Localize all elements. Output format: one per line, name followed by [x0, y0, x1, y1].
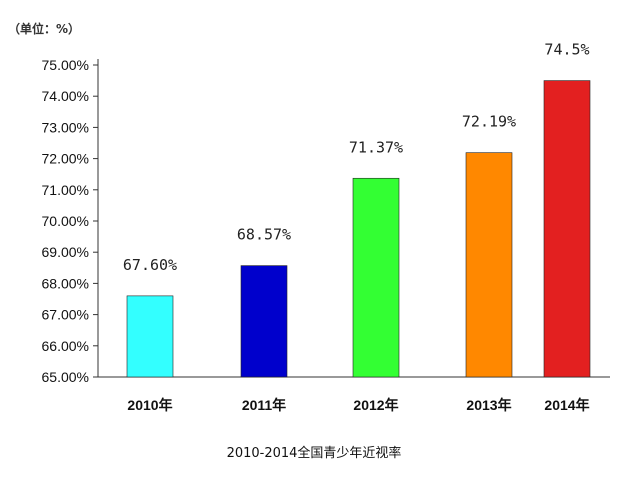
data-label: 67.60% — [123, 256, 177, 274]
x-axis: 2010年 2011年 2012年 2013年 2014年 — [98, 376, 610, 413]
y-tick-label: 70.00% — [42, 213, 89, 229]
x-tick-label: 2010年 — [127, 397, 172, 413]
y-tick-label: 68.00% — [42, 275, 89, 291]
bar-2013年 — [465, 152, 513, 378]
y-tick-label: 66.00% — [42, 338, 89, 354]
x-tick-label: 2014年 — [544, 397, 589, 413]
y-tick-label: 73.00% — [42, 119, 89, 135]
y-tick-label: 72.00% — [42, 151, 89, 167]
bar-2014年 — [543, 80, 591, 378]
y-tick-label: 74.00% — [42, 88, 89, 104]
y-tick-label: 69.00% — [42, 244, 89, 260]
y-axis: 65.00% 66.00% 67.00% 68.00% 69.00% 70.00% 71.0… — [42, 57, 99, 385]
data-label: 74.5% — [544, 41, 589, 59]
y-tick-label: 65.00% — [42, 369, 89, 385]
x-tick-label: 2013年 — [466, 397, 511, 413]
unit-label: （单位：%） — [8, 21, 80, 36]
data-label: 68.57% — [237, 226, 291, 244]
y-tick-label: 71.00% — [42, 182, 89, 198]
y-tick-label: 67.00% — [42, 307, 89, 323]
data-label: 72.19% — [462, 113, 516, 131]
data-labels: 67.60% 68.57% 71.37% 72.19% 74.5% — [123, 41, 590, 274]
bars — [126, 80, 591, 378]
chart-caption: 2010-2014全国青少年近视率 — [227, 445, 402, 461]
data-label: 71.37% — [349, 138, 403, 156]
x-tick-label: 2011年 — [242, 397, 286, 413]
y-tick-label: 75.00% — [42, 57, 89, 73]
bar-2011年 — [240, 265, 288, 378]
bar-2010年 — [126, 295, 174, 378]
x-tick-label: 2012年 — [353, 397, 398, 413]
bar-2012年 — [352, 177, 400, 378]
